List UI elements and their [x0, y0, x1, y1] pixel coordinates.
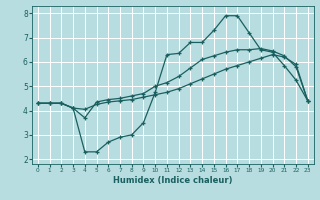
X-axis label: Humidex (Indice chaleur): Humidex (Indice chaleur) [113, 176, 233, 185]
